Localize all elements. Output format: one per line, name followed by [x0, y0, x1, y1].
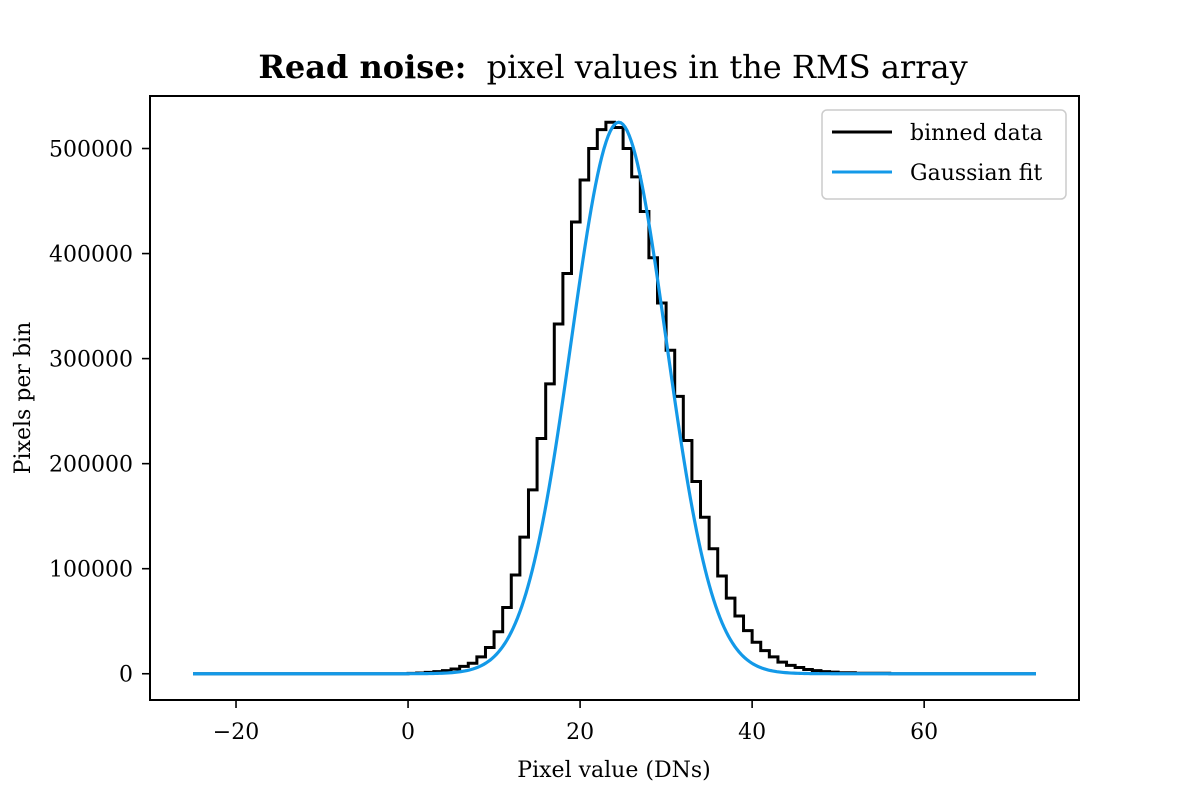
x-axis-label: Pixel value (DNs) — [517, 758, 710, 783]
x-tick-label: 40 — [738, 720, 766, 745]
x-tick-label: 60 — [910, 720, 938, 745]
legend: binned data Gaussian fit — [821, 109, 1067, 200]
y-tick-label: 500000 — [49, 138, 133, 163]
y-tick-label: 300000 — [49, 348, 133, 373]
y-tick-label: 0 — [119, 663, 133, 688]
axes: −20 0 20 40 60 0 100000 200000 300000 400000 50000… — [49, 95, 1080, 745]
y-tick-label: 100000 — [49, 558, 133, 583]
legend-label-binned-data: binned data — [910, 121, 1043, 146]
y-tick-label: 400000 — [49, 243, 133, 268]
legend-label-gaussian-fit: Gaussian fit — [910, 161, 1042, 186]
plot-frame — [149, 95, 1080, 701]
series-gaussian-fit — [193, 120, 1036, 676]
chart-title-bold: Read noise: — [258, 48, 466, 86]
chart-title-rest: pixel values in the RMS array — [487, 48, 968, 86]
y-tick-label: 200000 — [49, 453, 133, 478]
y-axis-label: Pixels per bin — [11, 322, 36, 475]
series-binned-data — [193, 120, 1036, 676]
chart-title: Read noise: pixel values in the RMS arra… — [258, 48, 967, 86]
x-tick-label: 20 — [566, 720, 594, 745]
plot-area — [193, 120, 1036, 676]
x-tick-label: 0 — [401, 720, 415, 745]
x-tick-label: −20 — [213, 720, 259, 745]
